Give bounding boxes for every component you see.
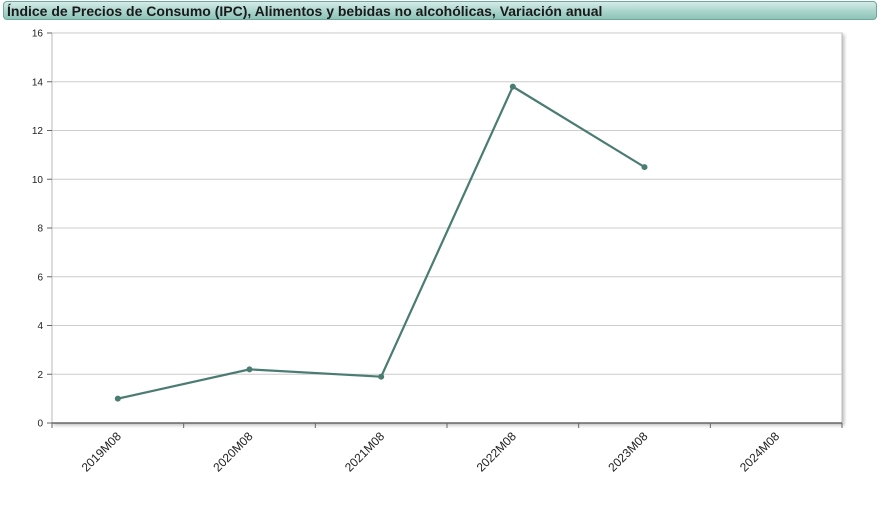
series-line — [114, 83, 648, 402]
data-point[interactable] — [246, 366, 253, 373]
data-point[interactable] — [641, 164, 648, 171]
y-axis: 0 2 4 6 8 10 12 14 16 — [32, 29, 52, 430]
x-tick-label: 2022M08 — [474, 429, 520, 475]
x-tick-label: 2024M08 — [737, 429, 783, 475]
y-tick-label: 10 — [32, 175, 44, 186]
data-point[interactable] — [509, 83, 516, 90]
y-tick-label: 12 — [32, 126, 44, 137]
data-point[interactable] — [378, 373, 385, 380]
x-tick-label: 2020M08 — [210, 429, 256, 475]
x-tick-label: 2023M08 — [605, 429, 651, 475]
y-tick-label: 2 — [37, 370, 43, 381]
x-axis: 2019M08 2020M08 2021M08 2022M08 2023M08 2024M… — [51, 422, 843, 475]
x-tick-label: 2021M08 — [342, 429, 388, 475]
data-point[interactable] — [114, 395, 121, 402]
chart-title-bar: Índice de Precios de Consumo (IPC), Alim… — [3, 1, 877, 20]
y-tick-label: 0 — [37, 419, 43, 430]
x-tick-label: 2019M08 — [79, 429, 125, 475]
y-tick-label: 16 — [32, 29, 44, 40]
chart-title: Índice de Precios de Consumo (IPC), Alim… — [7, 3, 603, 19]
y-tick-label: 4 — [37, 321, 43, 332]
gridlines — [52, 32, 842, 375]
y-tick-label: 14 — [32, 77, 44, 88]
y-tick-label: 6 — [37, 272, 43, 283]
y-tick-label: 8 — [37, 224, 43, 235]
